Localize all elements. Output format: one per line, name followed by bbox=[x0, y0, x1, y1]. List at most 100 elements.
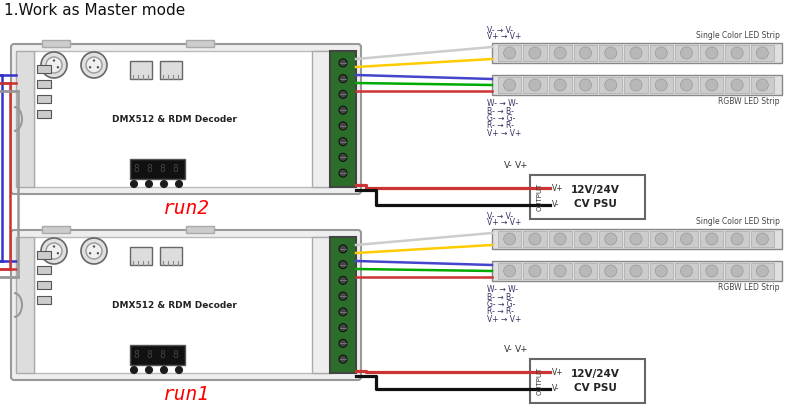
Circle shape bbox=[339, 90, 347, 98]
Circle shape bbox=[339, 339, 347, 347]
FancyBboxPatch shape bbox=[11, 44, 361, 194]
Bar bbox=[675, 77, 698, 93]
Text: V+: V+ bbox=[515, 345, 529, 354]
Circle shape bbox=[46, 243, 62, 259]
Bar bbox=[186, 226, 214, 233]
Text: DMX512 & RDM Decoder: DMX512 & RDM Decoder bbox=[111, 300, 237, 309]
Circle shape bbox=[57, 252, 59, 254]
Bar bbox=[523, 231, 546, 247]
Bar bbox=[330, 51, 356, 187]
Text: V+: V+ bbox=[552, 368, 564, 377]
Circle shape bbox=[529, 47, 541, 59]
Circle shape bbox=[706, 265, 718, 277]
Bar bbox=[492, 229, 782, 249]
Circle shape bbox=[706, 79, 718, 91]
Circle shape bbox=[49, 252, 51, 254]
Text: RGBW LED Strip: RGBW LED Strip bbox=[718, 283, 780, 292]
Circle shape bbox=[681, 47, 693, 59]
Circle shape bbox=[706, 47, 718, 59]
Bar bbox=[700, 263, 723, 279]
Text: V-: V- bbox=[503, 161, 513, 170]
Bar bbox=[160, 61, 182, 79]
Text: 12V/24V: 12V/24V bbox=[571, 185, 620, 194]
Circle shape bbox=[504, 233, 516, 245]
Circle shape bbox=[681, 79, 693, 91]
Circle shape bbox=[161, 367, 167, 374]
Text: V+ → V+: V+ → V+ bbox=[487, 129, 522, 138]
Bar bbox=[574, 45, 597, 61]
Circle shape bbox=[655, 265, 667, 277]
Bar bbox=[330, 237, 356, 373]
Bar bbox=[130, 247, 152, 265]
Text: G- → G-: G- → G- bbox=[487, 114, 515, 123]
Circle shape bbox=[756, 47, 768, 59]
Bar bbox=[498, 263, 522, 279]
Text: RGBW LED Strip: RGBW LED Strip bbox=[718, 97, 780, 106]
Circle shape bbox=[175, 367, 182, 374]
Circle shape bbox=[86, 57, 102, 73]
Bar bbox=[492, 75, 782, 95]
Bar bbox=[549, 231, 572, 247]
Text: V+ → V+: V+ → V+ bbox=[487, 32, 522, 41]
Circle shape bbox=[339, 75, 347, 83]
Circle shape bbox=[339, 122, 347, 130]
Circle shape bbox=[681, 265, 693, 277]
Bar bbox=[726, 231, 749, 247]
Circle shape bbox=[579, 79, 591, 91]
Bar bbox=[549, 77, 572, 93]
Circle shape bbox=[339, 261, 347, 269]
Bar bbox=[574, 77, 597, 93]
Circle shape bbox=[630, 79, 642, 91]
Bar bbox=[37, 281, 51, 289]
Circle shape bbox=[339, 153, 347, 162]
Bar bbox=[700, 45, 723, 61]
Bar bbox=[549, 45, 572, 61]
Bar bbox=[650, 77, 673, 93]
Bar bbox=[130, 61, 152, 79]
Bar bbox=[530, 359, 645, 403]
Bar bbox=[160, 247, 182, 265]
Text: 8: 8 bbox=[159, 164, 165, 174]
Text: OUTPUT: OUTPUT bbox=[537, 367, 543, 395]
Circle shape bbox=[554, 79, 566, 91]
Bar bbox=[624, 45, 648, 61]
Text: B- → B-: B- → B- bbox=[487, 293, 514, 302]
Text: 8: 8 bbox=[172, 164, 178, 174]
Circle shape bbox=[579, 47, 591, 59]
Circle shape bbox=[339, 292, 347, 300]
Circle shape bbox=[93, 245, 95, 248]
Bar bbox=[34, 237, 332, 373]
Text: V+: V+ bbox=[515, 161, 529, 170]
Circle shape bbox=[161, 180, 167, 187]
Circle shape bbox=[53, 245, 55, 248]
Bar bbox=[750, 231, 774, 247]
Bar bbox=[34, 51, 332, 187]
Circle shape bbox=[146, 367, 153, 374]
Text: V-: V- bbox=[503, 345, 513, 354]
Circle shape bbox=[756, 79, 768, 91]
Circle shape bbox=[529, 265, 541, 277]
Bar bbox=[16, 51, 34, 187]
Circle shape bbox=[339, 276, 347, 284]
Bar bbox=[186, 40, 214, 47]
Text: V+ → V+: V+ → V+ bbox=[487, 315, 522, 324]
Circle shape bbox=[630, 265, 642, 277]
Circle shape bbox=[175, 180, 182, 187]
Text: V+ → V+: V+ → V+ bbox=[487, 218, 522, 227]
Circle shape bbox=[339, 245, 347, 253]
Text: 8: 8 bbox=[146, 164, 152, 174]
Text: 1.Work as Master mode: 1.Work as Master mode bbox=[4, 3, 186, 18]
Text: W- → W-: W- → W- bbox=[487, 285, 518, 294]
Bar bbox=[523, 45, 546, 61]
Bar bbox=[549, 263, 572, 279]
Bar bbox=[574, 263, 597, 279]
Bar bbox=[726, 45, 749, 61]
Bar bbox=[624, 231, 648, 247]
Circle shape bbox=[529, 79, 541, 91]
Text: CV PSU: CV PSU bbox=[574, 199, 617, 209]
Circle shape bbox=[655, 79, 667, 91]
Bar bbox=[624, 77, 648, 93]
Circle shape bbox=[605, 47, 617, 59]
Text: 8: 8 bbox=[133, 350, 139, 360]
Text: run2: run2 bbox=[162, 199, 210, 217]
